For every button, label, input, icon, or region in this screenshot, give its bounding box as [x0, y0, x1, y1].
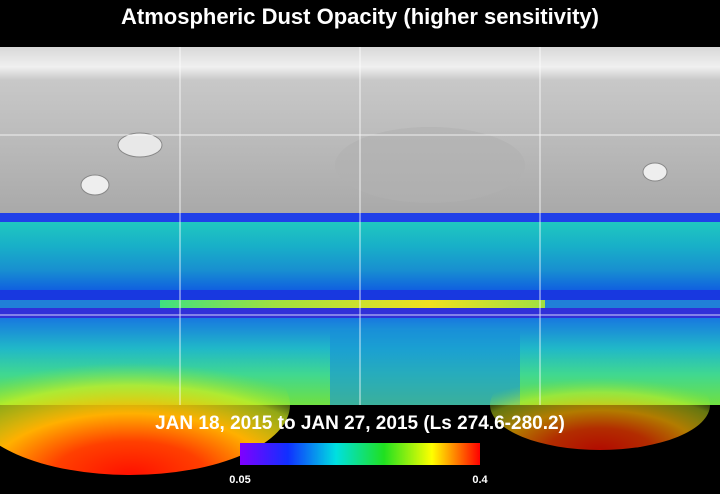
subtitle: JAN 18, 2015 to JAN 27, 2015 (Ls 274.6-2…: [155, 413, 565, 434]
title: Atmospheric Dust Opacity (higher sensiti…: [121, 4, 599, 29]
colorbar-label: 0.4: [472, 474, 488, 486]
band: [0, 300, 160, 308]
colorbar-label: 0.05: [229, 474, 250, 486]
basin: [335, 127, 525, 203]
hotspot: [0, 335, 290, 475]
volcano: [642, 162, 668, 182]
volcano: [117, 132, 163, 158]
colorbar: [240, 443, 480, 465]
band: [545, 300, 720, 308]
volcano: [80, 174, 110, 196]
map: [0, 47, 720, 475]
hotspot: [490, 360, 710, 450]
band: [160, 300, 545, 308]
band: [330, 330, 520, 405]
colorbar-ticks: 0.05 0.4: [229, 474, 488, 486]
graticule: [0, 47, 720, 405]
